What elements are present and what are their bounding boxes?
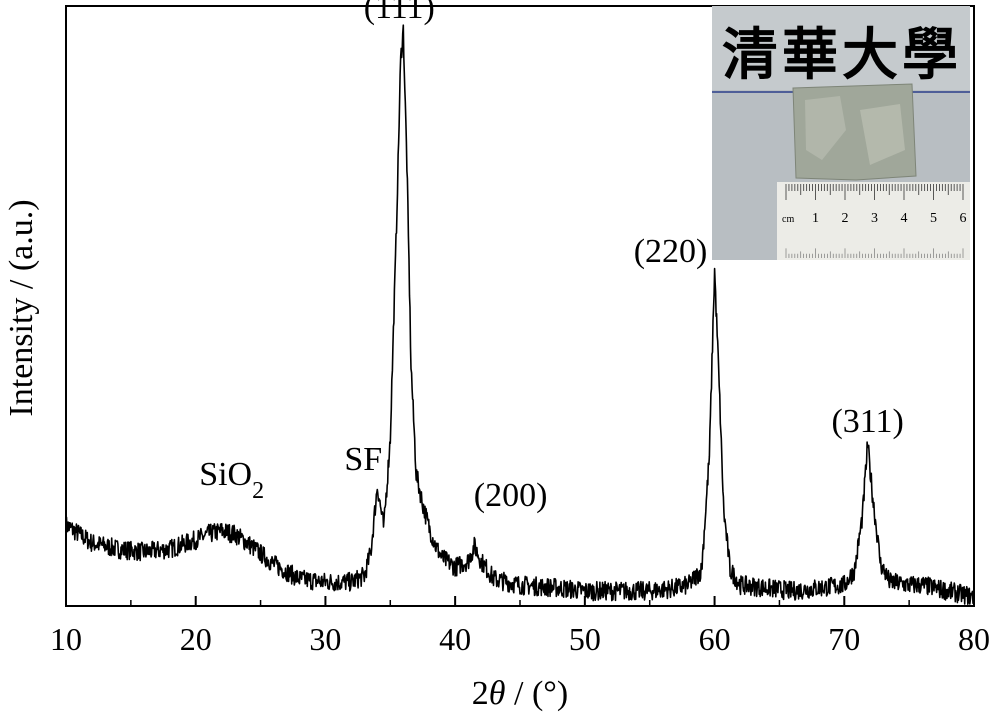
peak-label: SF	[344, 441, 382, 478]
peak-label: (220)	[634, 233, 708, 270]
x-tick-label: 80	[958, 621, 990, 657]
ruler-number: 4	[901, 211, 908, 226]
peak-annotations: (111) (220) (311) (200) SF SiO2	[199, 0, 904, 514]
x-tick-label: 70	[828, 621, 860, 657]
x-tick-label: 50	[569, 621, 601, 657]
inset-top-paper	[712, 6, 970, 90]
peak-label: (311)	[831, 403, 903, 440]
x-tick-label: 60	[699, 621, 731, 657]
diffraction-pattern	[65, 24, 975, 606]
x-tick-label: 30	[309, 621, 341, 657]
ruler-numbers: 1 2 3 4 5 6	[812, 211, 967, 226]
x-axis-title: 2θ / (°)	[472, 675, 568, 712]
ruler-unit: cm	[782, 214, 794, 225]
y-axis-title: Intensity / (a.u.)	[3, 199, 40, 416]
x-axis-title-symbol: θ	[489, 675, 506, 712]
pattern-line	[65, 24, 975, 606]
sample-photo-inset: 清華大學 cm 1 2 3 4 5 6	[712, 6, 970, 260]
ruler-number: 5	[930, 211, 937, 226]
ruler-number: 1	[812, 211, 819, 226]
ruler-number: 6	[960, 211, 967, 226]
inset-logo: 清華大學	[722, 23, 962, 88]
x-tick-label: 10	[50, 621, 82, 657]
peak-label-subscript: 2	[252, 478, 264, 504]
sample-texture-2	[860, 104, 905, 165]
peak-label: SiO2	[199, 456, 264, 504]
x-axis-title-prefix: 2	[472, 675, 489, 712]
ruler-number: 2	[842, 211, 849, 226]
ruler-ticks	[785, 184, 964, 258]
x-tick-label: 20	[180, 621, 212, 657]
peak-label: (111)	[364, 0, 435, 26]
x-tick-label: 40	[439, 621, 471, 657]
ruler	[777, 182, 970, 260]
x-axis-title-suffix: / (°)	[506, 675, 569, 712]
x-axis-ticks: 10 20 30 40 50 60 70 80	[50, 596, 990, 657]
ruler-number: 3	[871, 211, 878, 226]
sample-texture	[805, 96, 846, 160]
peak-label: (200)	[474, 477, 548, 514]
